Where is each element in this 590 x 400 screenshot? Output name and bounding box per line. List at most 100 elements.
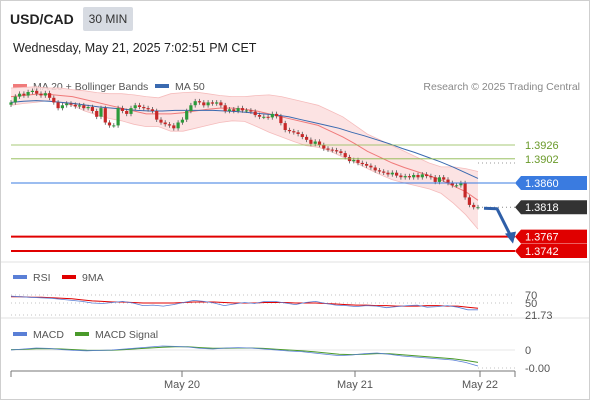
candle-body bbox=[365, 164, 369, 166]
level-tag bbox=[515, 244, 587, 258]
candle-body bbox=[35, 90, 39, 94]
rsi-level-label: 21.73 bbox=[525, 310, 553, 322]
x-tick-label: May 22 bbox=[462, 379, 498, 391]
candle-body bbox=[189, 105, 193, 112]
candle-body bbox=[125, 111, 129, 114]
bollinger-band-area bbox=[11, 86, 478, 230]
ma20-legend-swatch bbox=[13, 84, 27, 88]
candle-body bbox=[442, 177, 446, 180]
candle-body bbox=[253, 111, 257, 116]
rsi-ma-legend-label: 9MA bbox=[82, 272, 104, 284]
forecast-arrow bbox=[483, 206, 513, 238]
x-axis: May 20 May 21 May 22 bbox=[10, 370, 516, 391]
candle-body bbox=[249, 110, 253, 112]
level-label: 1.3742 bbox=[525, 246, 559, 258]
candle-body bbox=[219, 102, 223, 106]
candle-body bbox=[18, 93, 22, 97]
price-legend: MA 20 + Bollinger Bands MA 50 Research ©… bbox=[13, 81, 580, 93]
candle-body bbox=[403, 176, 407, 178]
candle-body bbox=[386, 172, 390, 175]
candle-body bbox=[227, 109, 232, 111]
macd-signal-line bbox=[10, 346, 479, 363]
candle-body bbox=[283, 123, 287, 130]
bollinger-lower-line bbox=[10, 100, 479, 230]
level-label: 1.3767 bbox=[525, 232, 559, 244]
price-panel bbox=[9, 86, 516, 252]
candle-body bbox=[120, 108, 124, 111]
x-tick-label: May 20 bbox=[164, 379, 200, 391]
candle-body bbox=[352, 160, 356, 162]
ma20-line bbox=[10, 93, 479, 201]
candle-body bbox=[356, 160, 360, 163]
candle-body bbox=[137, 105, 142, 107]
candle-body bbox=[343, 153, 347, 158]
candle-body bbox=[236, 108, 240, 111]
candle-body bbox=[172, 125, 176, 129]
candle-body bbox=[26, 92, 30, 96]
candle-body bbox=[232, 109, 236, 111]
candle-body bbox=[86, 107, 90, 109]
candle-body bbox=[39, 93, 43, 96]
candle-body bbox=[112, 125, 116, 127]
candle-body bbox=[433, 177, 437, 182]
candle-body bbox=[9, 102, 13, 105]
candle-body bbox=[257, 115, 262, 117]
level-label: 1.3860 bbox=[525, 178, 559, 190]
candle-body bbox=[369, 165, 373, 168]
candle-body bbox=[292, 131, 296, 133]
level-tag bbox=[515, 229, 587, 244]
candle-body bbox=[420, 174, 424, 178]
candle-body bbox=[146, 108, 150, 110]
candle-body bbox=[339, 151, 343, 153]
candle-body bbox=[245, 110, 249, 112]
candle-body bbox=[305, 136, 309, 140]
candle-body bbox=[99, 108, 103, 117]
ma50-legend-swatch bbox=[155, 84, 169, 88]
level-labels: 1.3926 1.3902 1.3860 1.3818 1.3767 1.3742 bbox=[515, 140, 587, 258]
candle-body bbox=[30, 90, 34, 92]
candle-body bbox=[407, 176, 411, 178]
candle-body bbox=[390, 172, 394, 175]
macd-line bbox=[10, 345, 479, 367]
candle-body bbox=[429, 176, 433, 178]
credit-label: Research © 2025 Trading Central bbox=[423, 81, 580, 93]
macd-legend-swatch bbox=[13, 332, 27, 336]
candle-body bbox=[215, 102, 219, 104]
candle-body bbox=[180, 119, 184, 123]
macd-panel: 0 -0.00 bbox=[10, 345, 550, 375]
candle-body bbox=[425, 174, 429, 177]
candle-body bbox=[240, 108, 244, 111]
datetime-label: Wednesday, May 21, 2025 7:02:51 PM CET bbox=[13, 41, 257, 55]
candle-body bbox=[395, 172, 399, 176]
candle-body bbox=[90, 107, 94, 111]
symbol-title: USD/CAD bbox=[10, 11, 74, 27]
candle-body bbox=[116, 108, 120, 126]
candle-body bbox=[65, 103, 69, 106]
rsi-level-label: 70 bbox=[525, 290, 537, 302]
timeframe-button[interactable]: 30 MIN bbox=[83, 7, 133, 31]
candle-body bbox=[275, 113, 279, 117]
rsi-legend-label: RSI bbox=[33, 272, 51, 284]
candle-body bbox=[416, 175, 420, 178]
candle-body bbox=[82, 105, 86, 109]
candle-body bbox=[437, 177, 441, 182]
candle-body bbox=[287, 130, 292, 132]
candle-body bbox=[459, 183, 463, 186]
bollinger-upper-line bbox=[10, 86, 479, 172]
candle-body bbox=[48, 93, 52, 98]
candle-body bbox=[210, 102, 214, 104]
candle-body bbox=[270, 113, 274, 118]
candle-body bbox=[73, 104, 77, 107]
candle-body bbox=[450, 183, 454, 186]
candle-body bbox=[360, 162, 364, 165]
candle-body bbox=[107, 122, 112, 126]
candle-body bbox=[373, 167, 377, 171]
rsi-legend: RSI 9MA bbox=[13, 272, 104, 284]
macd-level-label: -0.00 bbox=[525, 363, 550, 375]
candle-body bbox=[56, 102, 60, 109]
candle-body bbox=[463, 183, 467, 198]
candle-body bbox=[129, 108, 133, 114]
candle-body bbox=[78, 105, 82, 107]
